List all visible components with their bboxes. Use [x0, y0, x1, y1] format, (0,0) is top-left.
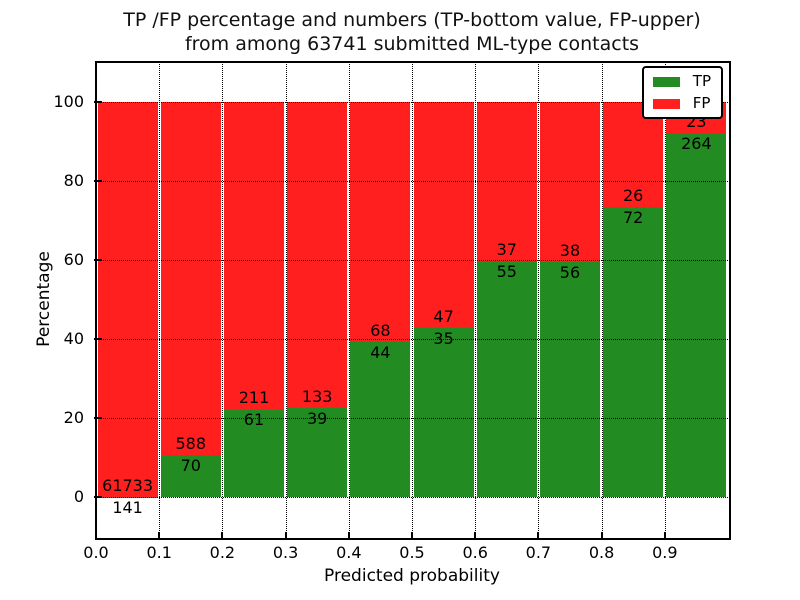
bar-tp-segment: [539, 261, 601, 498]
y-gridline: [96, 418, 728, 420]
fp-count-label: 61733: [102, 475, 154, 495]
bar-tp-segment: [476, 260, 537, 498]
y-tick: [94, 338, 102, 341]
x-tick-label: 0.8: [588, 543, 615, 562]
y-tick-label: 80: [63, 170, 84, 190]
x-gridline: [159, 62, 161, 537]
chart-title-line2: from among 63741 submitted ML-type conta…: [184, 33, 640, 55]
bar-tp-segment: [287, 407, 348, 498]
annotations-layer: 61733 141 588 70 211 61 133 39 68 44 47 35 37 55 38 56 2…: [96, 62, 728, 537]
x-tick-label: 0.7: [525, 543, 552, 562]
ticks-layer: 0.0 0.1 0.2 0.3 0.4 0.5 0.6 0.7 0.8 0.9 0 20 40 60 80 1…: [53, 62, 728, 562]
x-gridline: [412, 62, 413, 537]
legend: TP FP: [641, 66, 723, 119]
fp-count-label: 133: [301, 386, 333, 406]
x-tick: [95, 532, 97, 540]
chart-title-line1: TP /FP percentage and numbers (TP-bottom…: [123, 9, 701, 31]
bar-fp-segment: [413, 101, 474, 329]
tp-count-label: 55: [496, 261, 517, 281]
y-tick: [94, 496, 102, 499]
tp-count-label: 35: [433, 329, 454, 349]
fp-count-label: 26: [623, 185, 644, 205]
legend-label-fp: FP: [692, 94, 711, 112]
plot-area: 61733 141 588 70 211 61 133 39 68 44 47 35 37 55 38 56 2…: [53, 61, 731, 562]
tp-count-label: 39: [307, 408, 328, 428]
chart-title: TP /FP percentage and numbers (TP-bottom…: [96, 8, 728, 56]
tp-count-label: 72: [623, 207, 644, 227]
legend-item-fp: FP: [652, 94, 711, 112]
y-tick-label: 60: [63, 249, 84, 269]
bar-tp-segment: [223, 408, 285, 498]
fp-count-label: 211: [238, 387, 270, 407]
x-gridline: [664, 62, 666, 537]
bar-fp-segment: [350, 101, 411, 342]
y-tick: [94, 258, 102, 261]
bar-fp-segment: [97, 101, 158, 497]
bar-tp-segment: [160, 455, 221, 498]
y-tick: [94, 179, 102, 182]
x-axis-label: Predicted probability: [324, 566, 500, 586]
tp-count-label: 70: [180, 456, 201, 476]
bar-tp-segment: [97, 496, 158, 498]
tp-count-label: 61: [243, 409, 265, 429]
y-gridline: [96, 497, 728, 499]
bar-fp-segment: [160, 101, 221, 456]
tp-count-label: 264: [681, 134, 712, 154]
x-tick-label: 0.4: [336, 543, 362, 562]
legend-label-tp: TP: [692, 72, 711, 90]
x-tick-label: 0.3: [272, 543, 299, 562]
fp-color-swatch: [652, 98, 680, 109]
x-tick: [284, 532, 287, 540]
bar-fp-segment: [287, 101, 348, 408]
tp-color-swatch: [652, 76, 680, 87]
x-tick-label: 0.6: [462, 543, 488, 562]
y-tick-label: 20: [63, 408, 84, 428]
x-gridline: [285, 62, 287, 537]
bar-tp-segment: [350, 341, 411, 498]
x-tick: [537, 532, 540, 540]
x-gridline: [222, 62, 224, 537]
y-gridline: [96, 180, 728, 182]
bar-fp-segment: [223, 101, 285, 409]
y-tick-label: 0: [73, 487, 84, 507]
fp-count-label: 37: [496, 239, 517, 259]
fp-count-label: 38: [559, 240, 581, 260]
x-gridline: [348, 62, 350, 537]
y-gridline: [96, 259, 728, 261]
gridlines-layer: [96, 62, 728, 537]
bar-tp-segment: [413, 328, 474, 498]
x-gridline: [601, 62, 603, 537]
bar-tp-segment: [666, 133, 727, 498]
y-tick-label: 100: [53, 91, 84, 111]
fp-count-label: 47: [433, 307, 454, 327]
x-tick: [600, 532, 603, 540]
x-tick-label: 0.1: [146, 543, 172, 562]
y-tick: [94, 100, 102, 103]
x-tick: [347, 532, 350, 540]
y-tick: [94, 417, 102, 420]
fp-count-label: 68: [370, 320, 391, 340]
x-tick: [158, 532, 161, 540]
y-gridline: [96, 101, 728, 103]
tp-count-label: 56: [559, 262, 581, 282]
bar-fp-segment: [603, 101, 664, 207]
x-gridline: [538, 62, 540, 537]
x-tick: [411, 532, 413, 540]
x-tick-label: 0.2: [209, 543, 236, 562]
x-tick-label: 0.5: [399, 543, 425, 562]
legend-item-tp: TP: [652, 72, 711, 90]
x-tick: [663, 532, 666, 540]
y-tick-label: 40: [63, 329, 84, 349]
x-gridline: [475, 62, 477, 537]
x-tick-label: 0.0: [83, 543, 109, 562]
tp-count-label: 44: [370, 342, 391, 362]
x-tick: [474, 532, 477, 540]
bar-tp-segment: [603, 206, 664, 498]
fp-count-label: 588: [175, 434, 207, 454]
tp-count-label: 141: [112, 497, 143, 517]
x-tick: [221, 532, 224, 540]
y-gridline: [96, 339, 728, 341]
x-tick-label: 0.9: [652, 543, 678, 562]
